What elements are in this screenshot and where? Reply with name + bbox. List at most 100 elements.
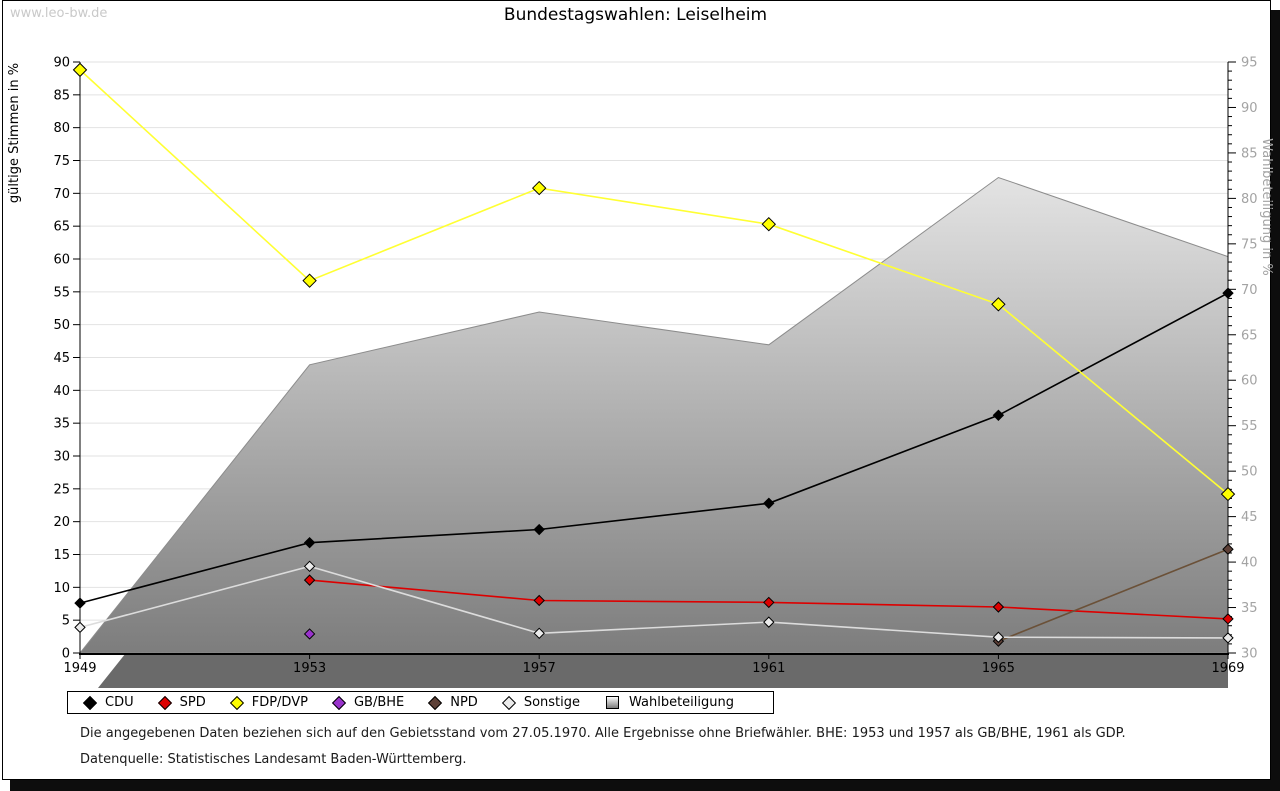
- gb-bhe-diamond-icon: [331, 695, 347, 710]
- cdu-line: [79, 292, 1229, 604]
- legend-label-npd: NPD: [450, 695, 478, 710]
- legend-item-spd: SPD: [157, 695, 206, 710]
- fdp-dvp-series: [72, 62, 1236, 502]
- left-axis-title: gültige Stimmen in %: [7, 63, 22, 203]
- fdp-dvp-marker-1957: [531, 180, 547, 196]
- sonstige-marker-1957: [533, 627, 545, 640]
- svg-text:80: 80: [53, 121, 70, 136]
- sonstige-series: [74, 560, 1234, 644]
- svg-text:55: 55: [1241, 419, 1258, 434]
- cdu-marker-1961: [763, 497, 775, 509]
- svg-text:1949: 1949: [63, 661, 96, 676]
- svg-text:70: 70: [1241, 283, 1258, 298]
- sonstige-line: [79, 565, 1229, 639]
- cdu-marker-1949: [74, 597, 86, 609]
- svg-text:80: 80: [1241, 192, 1258, 207]
- npd-marker-1969: [1222, 543, 1234, 555]
- cdu-series: [74, 287, 1234, 609]
- svg-text:50: 50: [1241, 465, 1258, 480]
- svg-text:1961: 1961: [752, 661, 785, 676]
- legend-item-wahlbeteiligung: Wahlbeteiligung: [606, 695, 734, 710]
- svg-text:1957: 1957: [523, 661, 556, 676]
- svg-text:65: 65: [1241, 328, 1258, 343]
- sonstige-marker-1953: [303, 560, 316, 573]
- sonstige-diamond-icon: [501, 695, 516, 710]
- spd-marker-1969: [1222, 613, 1234, 625]
- chart-title: Bundestagswahlen: Leiselheim: [503, 5, 768, 25]
- gb-bhe-series: [303, 628, 316, 640]
- svg-text:95: 95: [1241, 56, 1258, 71]
- cdu-marker-1969: [1222, 287, 1234, 299]
- svg-text:35: 35: [1241, 601, 1258, 616]
- legend-item-sonstige: Sonstige: [501, 695, 580, 710]
- spd-marker-1953: [303, 574, 316, 586]
- svg-text:50: 50: [53, 318, 70, 333]
- sonstige-marker-1949: [74, 621, 86, 634]
- svg-text:20: 20: [53, 515, 70, 530]
- footnote-line-2: Datenquelle: Statistisches Landesamt Bad…: [80, 752, 467, 767]
- legend-item-npd: NPD: [428, 695, 478, 710]
- svg-text:30: 30: [1241, 647, 1258, 662]
- svg-text:85: 85: [1241, 146, 1258, 161]
- svg-text:30: 30: [53, 450, 70, 465]
- svg-text:45: 45: [1241, 510, 1258, 525]
- spd-marker-1961: [763, 596, 775, 609]
- right-axis-title: Wahlbeteiligung in %: [1259, 138, 1274, 275]
- svg-text:75: 75: [1241, 237, 1258, 252]
- svg-text:60: 60: [53, 253, 70, 268]
- cdu-marker-1953: [303, 536, 316, 549]
- svg-text:25: 25: [53, 482, 70, 497]
- svg-text:60: 60: [1241, 374, 1258, 389]
- svg-text:1965: 1965: [982, 661, 1015, 676]
- fdp-dvp-line: [79, 69, 1229, 495]
- fdp-dvp-marker-1965: [991, 297, 1006, 312]
- svg-text:90: 90: [53, 56, 70, 71]
- sonstige-marker-1969: [1222, 632, 1234, 644]
- fdp-dvp-marker-1969: [1220, 486, 1236, 502]
- npd-line: [998, 548, 1229, 642]
- legend-label-spd: SPD: [179, 695, 206, 710]
- legend-item-cdu: CDU: [82, 695, 134, 710]
- svg-text:0: 0: [62, 647, 70, 662]
- sonstige-marker-1965: [992, 631, 1005, 643]
- gb-bhe-marker-1953: [303, 628, 316, 640]
- svg-text:40: 40: [1241, 556, 1258, 571]
- svg-text:85: 85: [53, 88, 70, 103]
- fdp-dvp-marker-1953: [302, 273, 317, 288]
- spd-marker-1965: [992, 601, 1005, 613]
- spd-diamond-icon: [157, 695, 172, 710]
- fdp-dvp-marker-1949: [72, 62, 88, 78]
- legend-label-sonstige: Sonstige: [523, 695, 580, 710]
- legend-item-fdp-dvp: FDP/DVP: [229, 695, 308, 710]
- legend-label-cdu: CDU: [105, 695, 134, 710]
- svg-text:35: 35: [53, 417, 70, 432]
- legend-label-gb-bhe: GB/BHE: [353, 695, 405, 710]
- svg-text:5: 5: [62, 614, 70, 629]
- svg-text:10: 10: [53, 581, 70, 596]
- svg-text:55: 55: [53, 285, 70, 300]
- legend-label-wahlbeteiligung: Wahlbeteiligung: [629, 695, 735, 710]
- cdu-marker-1965: [992, 409, 1005, 421]
- fdp-dvp-marker-1961: [761, 216, 777, 232]
- svg-text:1969: 1969: [1211, 661, 1244, 676]
- footnote-line-1: Die angegebenen Daten beziehen sich auf …: [80, 726, 1126, 741]
- svg-text:45: 45: [53, 351, 70, 366]
- right-axis-ticks: 30 35 40 45 50 55 60 65 70 75 80 85 90 95: [1228, 56, 1258, 662]
- svg-text:75: 75: [53, 154, 70, 169]
- fdp-dvp-diamond-icon: [229, 695, 244, 710]
- wahlbeteiligung-square-icon: [606, 696, 619, 709]
- legend-item-gb-bhe: GB/BHE: [331, 695, 405, 710]
- spd-marker-1957: [533, 594, 545, 607]
- chart-legend: CDU SPD FDP/DVP GB/BHE NPD Sonstige Wahl…: [67, 691, 774, 714]
- sonstige-marker-1961: [763, 616, 775, 628]
- x-axis-ticks: 1949 1953 1957 1961 1965 1969: [63, 654, 1245, 676]
- npd-diamond-icon: [428, 695, 443, 710]
- watermark-url: www.leo-bw.de: [10, 6, 108, 21]
- legend-label-fdp-dvp: FDP/DVP: [251, 695, 308, 710]
- cdu-marker-1957: [533, 523, 545, 536]
- svg-text:90: 90: [1241, 101, 1258, 116]
- svg-text:70: 70: [53, 187, 70, 202]
- svg-text:15: 15: [53, 548, 70, 563]
